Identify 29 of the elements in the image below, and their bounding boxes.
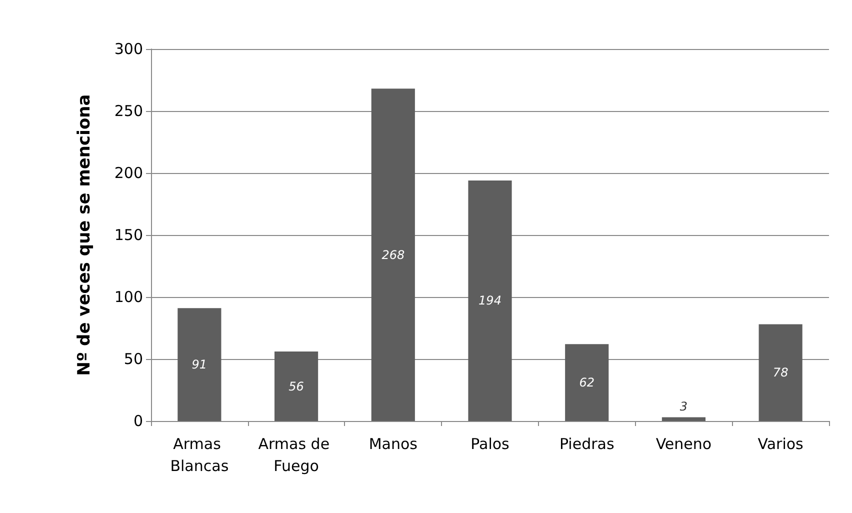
x-tick-label: Manos [368,435,418,453]
data-label: 91 [192,358,208,372]
x-tick-label: Piedras [559,435,614,453]
x-tick-label: Palos [470,435,510,453]
bar [565,344,609,421]
y-tick-label: 150 [114,226,143,244]
y-tick-label: 0 [133,412,143,430]
x-tick-label: Armas Blancas [170,435,229,475]
bar [468,180,512,421]
bar [178,308,222,421]
x-tick-label: Armas de Fuego [258,435,334,475]
y-tick-label: 100 [114,288,143,306]
data-label: 78 [772,366,789,380]
x-tick-label: Varios [758,435,804,453]
bar [662,417,706,421]
data-label: 268 [382,248,405,262]
bar [758,324,802,421]
data-label: 194 [478,294,502,308]
x-tick-label: Veneno [656,435,712,453]
y-axis-title: Nº de veces que se menciona [74,94,94,376]
y-tick-label: 200 [114,164,143,182]
bar [371,88,415,421]
y-tick-label: 300 [114,40,143,58]
y-tick-label: 250 [114,102,143,120]
y-tick-label: 50 [124,350,143,368]
bar [274,352,318,421]
data-label: 3 [680,399,688,414]
data-label: 62 [579,376,594,390]
data-label: 56 [288,379,304,394]
